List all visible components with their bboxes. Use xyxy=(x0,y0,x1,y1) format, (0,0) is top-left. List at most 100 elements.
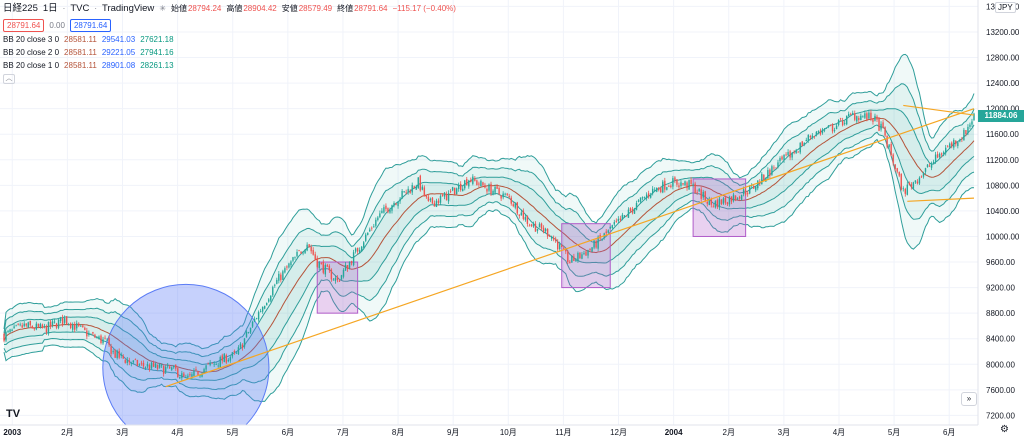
candle-body xyxy=(365,234,367,241)
candle-body xyxy=(906,184,909,195)
candle-body xyxy=(453,187,456,195)
price-axis-bg xyxy=(978,0,1024,438)
candle-body xyxy=(187,375,189,378)
candle-body xyxy=(217,365,219,367)
symbol-name[interactable]: 日経225 xyxy=(3,3,38,14)
candle-body xyxy=(649,195,652,198)
candle-body xyxy=(607,230,609,233)
candle-body xyxy=(916,181,919,184)
candle-body xyxy=(554,238,557,242)
candle-body xyxy=(322,261,325,273)
candle-body xyxy=(342,269,345,277)
candle-body xyxy=(395,203,397,205)
candle-body xyxy=(565,248,567,252)
candle-body xyxy=(892,154,894,164)
price-axis[interactable]: 7200.00 7600.00 8000.00 8400.00 8800.00 9200.… xyxy=(977,0,1024,438)
exchange-label: TVC xyxy=(70,3,90,14)
candle-body xyxy=(417,177,419,189)
time-tick-label: 8月 xyxy=(392,428,404,437)
candle-body xyxy=(391,205,393,211)
candle-body xyxy=(611,225,613,229)
indicator-name[interactable]: BB 20 close 1 0 xyxy=(3,61,60,70)
gear-icon[interactable]: ⚙ xyxy=(1000,424,1009,435)
candle-body xyxy=(282,271,284,280)
candle-body xyxy=(122,355,124,359)
annotation-shapes[interactable] xyxy=(102,178,747,438)
candle-body xyxy=(850,113,852,115)
candle-body xyxy=(900,173,902,190)
candle-body xyxy=(930,163,933,168)
candle-body xyxy=(884,127,886,136)
rectangle-annotation[interactable] xyxy=(692,178,747,237)
candle-body xyxy=(134,359,137,361)
trend-line[interactable] xyxy=(907,197,975,202)
candle-body xyxy=(492,190,494,195)
candle-body xyxy=(757,180,759,189)
candle-body xyxy=(421,186,424,190)
candle-body xyxy=(76,323,78,329)
indicator-basis: 28581.11 xyxy=(64,35,97,44)
candle-body xyxy=(605,231,607,234)
candle-body xyxy=(405,192,407,194)
snowflake-icon[interactable]: ✳ xyxy=(159,4,166,13)
indicator-row[interactable]: BB 20 close 3 0 28581.11 29541.03 27621.… xyxy=(3,33,461,46)
scroll-to-latest-button[interactable]: » xyxy=(961,392,977,406)
candle-body xyxy=(274,284,276,286)
candle-body xyxy=(3,333,5,341)
candle-body xyxy=(263,305,266,309)
candle-body xyxy=(268,299,270,302)
circle-annotation[interactable] xyxy=(102,283,270,438)
trend-line[interactable] xyxy=(903,104,975,116)
candle-body xyxy=(207,363,209,365)
trend-lines[interactable] xyxy=(165,104,975,388)
indicator-name[interactable]: BB 20 close 2 0 xyxy=(3,48,60,57)
collapse-legend-button[interactable]: ︿ xyxy=(3,74,15,84)
price-tick-label: 11200.00 xyxy=(986,156,1019,165)
candle-body xyxy=(191,374,193,377)
interval-label[interactable]: 1日 xyxy=(42,3,58,14)
candle-body xyxy=(601,238,603,240)
candle-body xyxy=(538,223,541,228)
sell-button[interactable]: 28791.64 xyxy=(3,19,45,32)
candle-body xyxy=(641,197,644,199)
time-tick-label: 4月 xyxy=(171,428,183,437)
candle-body xyxy=(847,113,850,117)
candle-body xyxy=(508,196,510,198)
open-value: 28794.24 xyxy=(187,4,222,13)
candle-body xyxy=(27,322,29,328)
indicator-name[interactable]: BB 20 close 3 0 xyxy=(3,35,60,44)
candle-body xyxy=(708,199,710,205)
candle-body xyxy=(518,214,521,216)
time-tick-label: 3月 xyxy=(116,428,128,437)
price-tick-label: 10800.00 xyxy=(986,181,1020,190)
indicator-lower: 27621.18 xyxy=(140,35,174,44)
candle-body xyxy=(944,147,947,154)
indicator-row[interactable]: BB 20 close 2 0 28581.11 29221.05 27941.… xyxy=(3,46,461,59)
candle-body xyxy=(144,367,147,369)
currency-label[interactable]: JPY xyxy=(995,2,1016,13)
time-tick-label: 2月 xyxy=(61,428,73,437)
candle-body xyxy=(536,229,539,231)
candle-body xyxy=(613,222,616,225)
low-label: 安値 xyxy=(281,4,298,13)
candle-body xyxy=(579,252,581,259)
price-tick-label: 8000.00 xyxy=(986,360,1015,369)
buy-button[interactable]: 28791.64 xyxy=(69,19,112,32)
candle-body xyxy=(670,185,672,187)
time-tick-label: 6月 xyxy=(282,428,294,437)
tradingview-logo[interactable]: TV xyxy=(6,408,21,420)
candle-body xyxy=(730,196,733,202)
indicator-lower: 27941.16 xyxy=(140,48,174,57)
candle-body xyxy=(769,169,771,176)
candle-body xyxy=(160,364,163,366)
candle-body xyxy=(413,186,415,188)
trend-line[interactable] xyxy=(165,108,975,388)
indicator-row[interactable]: BB 20 close 1 0 28581.11 28901.08 28261.… xyxy=(3,59,461,72)
candle-body xyxy=(597,236,599,249)
candle-body xyxy=(779,158,781,162)
candle-body xyxy=(98,336,100,340)
candle-body xyxy=(896,168,898,172)
candle-body xyxy=(88,332,90,335)
time-axis[interactable]: 2003 2月 3月 4月 5月 6月 7月 8月 9月 10月 11月 12月 2004 2月 3月 4月 5… xyxy=(0,424,1024,438)
